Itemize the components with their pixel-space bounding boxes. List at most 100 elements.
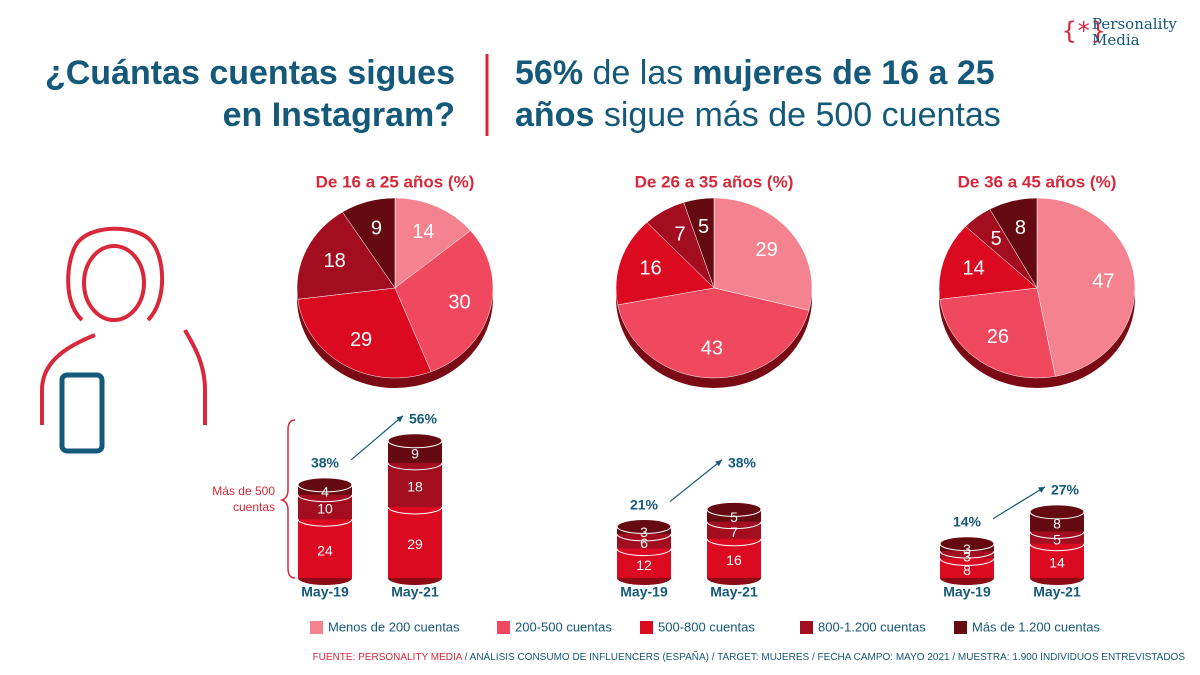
cylinder-top (1029, 504, 1085, 520)
arrow-head (715, 459, 722, 467)
headline-part: sigue más de 500 cuentas (603, 96, 1001, 134)
legend-label: 200-500 cuentas (515, 619, 612, 634)
legend-label: Menos de 200 cuentas (328, 619, 460, 634)
segment-label: 6 (640, 535, 648, 551)
legend-swatch (497, 621, 510, 634)
legend-swatch (800, 621, 813, 634)
pie-label: 8 (1015, 217, 1026, 239)
trend-arrow (669, 459, 723, 503)
pie-title: De 26 a 35 años (%) (635, 172, 794, 191)
pie-slice (713, 197, 813, 311)
legend-swatch (310, 621, 323, 634)
segment-label: 9 (411, 446, 419, 462)
headline-part: de las (592, 54, 684, 92)
cylinder-top (387, 433, 443, 449)
x-tick-label: May-19 (943, 584, 991, 600)
annotation: Más de 500 cuentas (212, 484, 275, 514)
footer-source: FUENTE: PERSONALITY MEDIA (312, 652, 462, 663)
segment-label: 8 (963, 562, 971, 578)
pie-slice (394, 230, 494, 372)
legend-label: 500-800 cuentas (658, 619, 755, 634)
legend-swatch (640, 621, 653, 634)
total-label: 14% (953, 513, 982, 529)
pie-label: 29 (756, 239, 778, 261)
cylinder-top (706, 501, 762, 517)
logo-line: Media (1092, 31, 1140, 49)
total-label: 27% (1051, 482, 1080, 498)
pie-label: 47 (1092, 271, 1114, 293)
pie-label: 14 (962, 257, 984, 279)
cylinder-segment (388, 506, 442, 578)
pie-slice (297, 287, 432, 379)
segment-label: 16 (726, 552, 742, 568)
title: ¿Cuántas cuentas sigues en Instagram? (44, 54, 455, 134)
pie-label: 26 (987, 326, 1009, 348)
segment-label: 3 (640, 524, 648, 540)
segment-label: 24 (317, 542, 333, 558)
x-tick-label: May-21 (391, 584, 439, 600)
total-label: 56% (409, 411, 438, 427)
x-tick-label: May-21 (710, 584, 758, 600)
footer-details: / ANÁLISIS CONSUMO DE INFLUENCERS (ESPAÑ… (464, 652, 1185, 663)
pie-slice (615, 222, 715, 306)
segment-label: 7 (730, 524, 738, 540)
segment-label: 5 (1053, 531, 1061, 547)
logo-icon: {*} (1062, 17, 1105, 45)
pie-title: De 16 a 25 años (%) (316, 172, 475, 191)
pie-label: 29 (350, 329, 372, 351)
segment-label: 29 (407, 536, 423, 552)
arrow-head (396, 415, 403, 423)
pie-title: De 36 a 45 años (%) (958, 172, 1117, 191)
pie-label: 9 (371, 218, 382, 240)
segment-label: 18 (407, 479, 423, 495)
person-icon (40, 226, 207, 425)
segment-label: 8 (1053, 515, 1061, 531)
total-label: 38% (728, 455, 757, 471)
pie-label: 30 (448, 292, 470, 314)
segment-label: 4 (321, 484, 329, 500)
x-tick-label: May-19 (301, 584, 349, 600)
cylinder-top (297, 477, 353, 493)
segment-label: 5 (730, 509, 738, 525)
pie-slice (683, 197, 715, 289)
pie-label: 18 (324, 250, 346, 272)
legend-label: Más de 1.200 cuentas (972, 619, 1100, 634)
pie-label: 14 (412, 221, 434, 243)
pie-slice (617, 287, 810, 379)
segment-label: 3 (963, 548, 971, 564)
x-tick-label: May-19 (620, 584, 668, 600)
segment-label: 12 (636, 557, 652, 573)
x-tick-label: May-21 (1033, 584, 1081, 600)
pie-label: 43 (701, 337, 723, 359)
cylinder-top (616, 519, 672, 535)
pie-label: 7 (675, 224, 686, 246)
trend-arrow (992, 486, 1046, 520)
cylinder-top (939, 536, 995, 552)
logo: Personality Media (1092, 16, 1177, 48)
legend-swatch (954, 621, 967, 634)
arrow-head (1038, 486, 1045, 493)
segment-label: 10 (317, 501, 333, 517)
brace (279, 419, 296, 579)
segment-label: 3 (963, 541, 971, 557)
headline-part: 56% (515, 54, 584, 92)
trend-arrow (350, 415, 404, 461)
pie-slice (1036, 197, 1136, 377)
total-label: 38% (311, 455, 340, 471)
phone-icon (59, 372, 105, 454)
logo-line: Personality (1092, 15, 1177, 33)
pie-slice (989, 197, 1038, 289)
pie-slice (939, 287, 1056, 379)
pie-label: 5 (991, 228, 1002, 250)
pie-label: 16 (639, 257, 661, 279)
legend-label: 800-1.200 cuentas (818, 619, 926, 634)
segment-label: 14 (1049, 555, 1065, 571)
pie-label: 5 (698, 216, 709, 238)
pie-slice (938, 226, 1038, 300)
headline: 56% de las mujeres de 16 a 25 años sigue … (515, 52, 1075, 136)
pie-slice (296, 211, 396, 300)
pie-slice (342, 197, 396, 289)
footer: FUENTE: PERSONALITY MEDIA / ANÁLISIS CON… (0, 652, 1185, 663)
total-label: 21% (630, 496, 659, 512)
